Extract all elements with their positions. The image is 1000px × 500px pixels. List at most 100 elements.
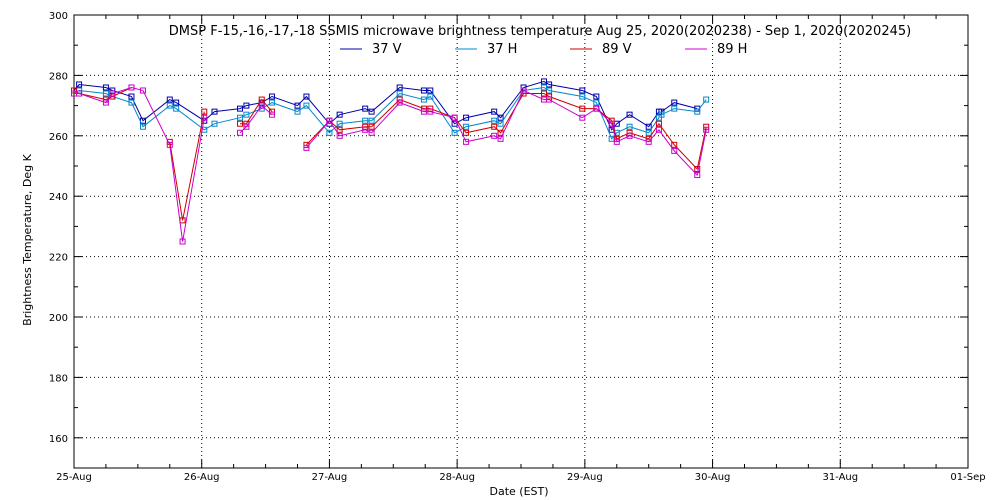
data-point xyxy=(645,138,652,145)
data-point xyxy=(491,108,498,115)
data-point xyxy=(546,96,553,103)
data-point xyxy=(258,96,265,103)
data-point xyxy=(497,135,504,142)
data-point xyxy=(294,102,301,109)
data-point xyxy=(645,123,652,130)
data-point xyxy=(703,126,710,133)
y-tick-label: 220 xyxy=(49,253,68,264)
series-37-h xyxy=(71,84,710,142)
data-point xyxy=(336,120,343,127)
chart-title: DMSP F-15,-16,-17,-18 SSMIS microwave br… xyxy=(169,24,911,39)
data-point xyxy=(179,238,186,245)
data-point xyxy=(237,114,244,121)
data-point xyxy=(694,172,701,179)
data-point xyxy=(76,81,83,88)
data-point xyxy=(655,120,662,127)
data-point xyxy=(463,138,470,145)
data-point xyxy=(396,99,403,106)
data-point xyxy=(368,108,375,115)
data-point xyxy=(451,114,458,121)
data-point xyxy=(368,117,375,124)
data-point xyxy=(294,108,301,115)
series-line xyxy=(306,89,707,177)
series-line xyxy=(661,102,698,113)
data-point xyxy=(626,111,633,118)
data-point xyxy=(703,123,710,130)
data-point xyxy=(671,105,678,112)
data-point xyxy=(128,93,135,100)
y-tick-label: 180 xyxy=(49,373,68,384)
data-point xyxy=(451,129,458,136)
data-point xyxy=(128,99,135,106)
data-point xyxy=(671,99,678,106)
data-point xyxy=(546,93,553,100)
x-tick-label: 26-Aug xyxy=(184,472,220,483)
data-point xyxy=(645,129,652,136)
data-point xyxy=(109,90,116,97)
data-point xyxy=(491,132,498,139)
data-point xyxy=(243,111,250,118)
y-tick-label: 160 xyxy=(49,434,68,445)
data-point xyxy=(362,126,369,133)
data-point xyxy=(201,108,208,115)
data-point xyxy=(303,144,310,151)
data-point xyxy=(497,114,504,121)
data-point xyxy=(427,87,434,94)
data-point xyxy=(326,129,333,136)
data-point xyxy=(608,120,615,127)
data-point xyxy=(694,108,701,115)
data-point xyxy=(546,81,553,88)
series-37-v xyxy=(71,78,701,133)
data-point xyxy=(420,108,427,115)
data-point xyxy=(613,138,620,145)
y-tick-label: 260 xyxy=(49,132,68,143)
series-line xyxy=(169,111,205,221)
data-point xyxy=(427,93,434,100)
plot-area xyxy=(71,78,710,245)
series-line xyxy=(240,98,273,125)
data-point xyxy=(368,123,375,130)
data-point xyxy=(201,114,208,121)
data-point xyxy=(420,96,427,103)
y-tick-label: 280 xyxy=(49,71,68,82)
data-point xyxy=(396,84,403,91)
data-point xyxy=(336,132,343,139)
legend-label: 37 V xyxy=(372,42,402,57)
data-point xyxy=(139,87,146,94)
data-point xyxy=(128,84,135,91)
x-tick-label: 29-Aug xyxy=(567,472,603,483)
x-axis-label: Date (EST) xyxy=(489,485,548,498)
series-line xyxy=(661,99,707,116)
data-point xyxy=(362,117,369,124)
data-point xyxy=(593,93,600,100)
data-point xyxy=(396,90,403,97)
data-point xyxy=(336,126,343,133)
data-point xyxy=(303,93,310,100)
data-point xyxy=(102,90,109,97)
data-point xyxy=(243,123,250,130)
data-point xyxy=(546,87,553,94)
x-tick-label: 27-Aug xyxy=(312,472,348,483)
data-point xyxy=(173,105,180,112)
data-point xyxy=(139,123,146,130)
data-point xyxy=(463,129,470,136)
data-point xyxy=(237,120,244,127)
legend-label: 37 H xyxy=(487,42,517,57)
x-tick-label: 01-Sep xyxy=(950,472,985,483)
data-point xyxy=(76,90,83,97)
data-point xyxy=(497,120,504,127)
data-point xyxy=(362,105,369,112)
data-point xyxy=(463,123,470,130)
data-point xyxy=(336,111,343,118)
data-point xyxy=(671,141,678,148)
data-point xyxy=(173,99,180,106)
data-point xyxy=(243,102,250,109)
series-line xyxy=(74,86,205,242)
data-point xyxy=(579,93,586,100)
data-point xyxy=(258,102,265,109)
data-point xyxy=(579,105,586,112)
data-point xyxy=(655,126,662,133)
data-point xyxy=(540,90,547,97)
data-point xyxy=(420,87,427,94)
